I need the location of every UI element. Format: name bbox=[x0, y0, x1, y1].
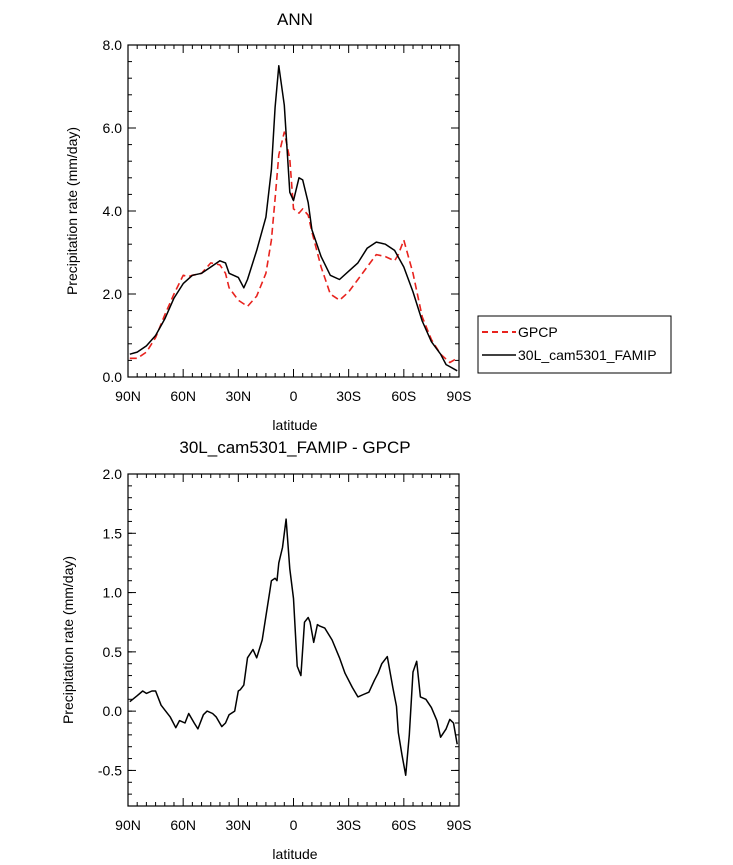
y-tick-label: 6.0 bbox=[103, 120, 123, 136]
x-tick-label: 30N bbox=[225, 817, 251, 833]
x-axis-label: latitude bbox=[272, 846, 317, 862]
x-tick-label: 60S bbox=[391, 388, 416, 404]
x-tick-label: 60N bbox=[170, 817, 196, 833]
x-tick-label: 90S bbox=[447, 817, 472, 833]
x-tick-label: 90S bbox=[447, 388, 472, 404]
y-tick-label: 2.0 bbox=[103, 466, 123, 482]
y-tick-label: -0.5 bbox=[98, 762, 122, 778]
y-tick-label: 0.5 bbox=[103, 644, 123, 660]
chart-title: ANN bbox=[277, 10, 313, 29]
difference-panel: 30L_cam5301_FAMIP - GPCP 90N 60N 30N 0 30S 60… bbox=[60, 438, 471, 862]
x-tick-label: 60S bbox=[391, 817, 416, 833]
legend-box bbox=[477, 315, 672, 374]
legend-label-model: 30L_cam5301_FAMIP bbox=[518, 347, 657, 363]
x-tick-label: 90N bbox=[115, 388, 141, 404]
plot-frame bbox=[127, 473, 460, 807]
x-tick-label: 60N bbox=[170, 388, 196, 404]
plot-area: 90N 60N 30N 0 30S 60S 90S 0.0 2.0 4.0 6.0 8.0 bbox=[103, 37, 472, 404]
x-tick-label: 90N bbox=[115, 817, 141, 833]
y-tick-label: 0.0 bbox=[103, 703, 123, 719]
plot-frame bbox=[127, 44, 460, 378]
y-tick-label: 8.0 bbox=[103, 37, 123, 53]
difference-line bbox=[129, 518, 458, 776]
x-tick-label: 30S bbox=[336, 388, 361, 404]
x-axis-label: latitude bbox=[272, 417, 317, 433]
y-tick-label: 2.0 bbox=[103, 286, 123, 302]
climatology-panel: ANN 90N 60N 30N 0 30S 60S 90S 0.0 2.0 4.0 6.0 8.0 l… bbox=[64, 10, 471, 433]
plot-area: 90N 60N 30N 0 30S 60S 90S -0.5 0.0 0.5 1.0 1.5 2.0 bbox=[98, 466, 472, 833]
y-tick-label: 0.0 bbox=[103, 369, 123, 385]
y-tick-label: 1.0 bbox=[103, 585, 123, 601]
gpcp-line bbox=[129, 131, 458, 364]
y-axis-label: Precipitation rate (mm/day) bbox=[60, 556, 76, 724]
legend: GPCP 30L_cam5301_FAMIP bbox=[477, 315, 672, 374]
x-tick-label: 30S bbox=[336, 817, 361, 833]
x-tick-label: 30N bbox=[225, 388, 251, 404]
chart-title: 30L_cam5301_FAMIP - GPCP bbox=[179, 438, 410, 457]
30l-cam5301-famip-line bbox=[129, 65, 458, 372]
legend-label-gpcp: GPCP bbox=[518, 324, 558, 340]
x-tick-label: 0 bbox=[290, 817, 298, 833]
x-tick-label: 0 bbox=[290, 388, 298, 404]
y-axis-label: Precipitation rate (mm/day) bbox=[64, 127, 80, 295]
y-tick-label: 1.5 bbox=[103, 525, 123, 541]
y-tick-label: 4.0 bbox=[103, 203, 123, 219]
